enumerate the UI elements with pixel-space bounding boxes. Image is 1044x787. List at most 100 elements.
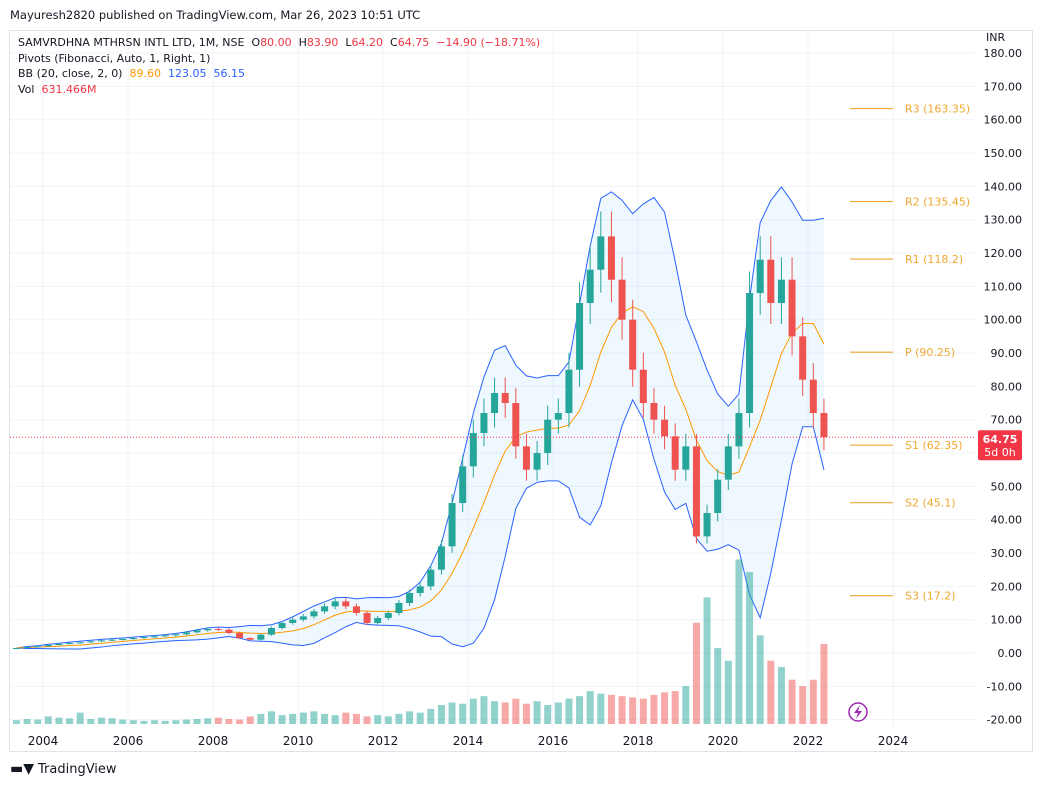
candle — [756, 259, 764, 294]
candle — [87, 641, 95, 643]
x-tick-label: 2016 — [538, 734, 569, 748]
candle — [565, 369, 573, 414]
candle — [140, 637, 148, 639]
x-tick-label: 2010 — [283, 734, 314, 748]
o-label: O — [251, 36, 261, 49]
volume-bar — [788, 679, 796, 724]
volume-bar — [246, 716, 254, 724]
y-tick-label: 70.00 — [991, 414, 1023, 427]
candle — [55, 644, 63, 646]
y-tick-label: 170.00 — [984, 80, 1023, 93]
chart-frame — [9, 30, 1033, 752]
volume-bar — [512, 698, 520, 724]
candle — [799, 336, 807, 380]
volume-bar — [34, 719, 42, 724]
bb-lower-value: 56.15 — [213, 67, 245, 80]
candle — [246, 638, 254, 640]
y-tick-label: 180.00 — [984, 47, 1023, 60]
volume-bar — [151, 720, 159, 724]
volume-bar — [448, 702, 456, 724]
brand-name: TradingView — [38, 761, 117, 777]
volume-bar — [565, 698, 573, 724]
candle — [820, 413, 828, 438]
candle — [533, 453, 541, 470]
legend: SAMVRDHNA MTHRSN INTL LTD, 1M, NSE O80.0… — [18, 35, 540, 97]
candle — [629, 319, 637, 370]
bb-upper-line — [16, 186, 825, 649]
candle — [363, 613, 371, 624]
volume-bar — [87, 718, 95, 724]
candle — [108, 639, 116, 641]
volume-bar — [331, 715, 339, 724]
volume-bar — [692, 622, 700, 724]
volume-bar — [23, 718, 31, 724]
candle — [161, 635, 169, 637]
volume-bar — [214, 717, 222, 724]
last-price-value: 64.75 — [983, 433, 1018, 446]
bb-legend[interactable]: BB (20, close, 2, 0) 89.60 123.05 56.15 — [18, 66, 540, 82]
candle — [66, 643, 74, 645]
candle — [767, 259, 775, 304]
bar-countdown: 5d 0h — [984, 446, 1015, 459]
volume-bar — [129, 720, 137, 724]
l-label: L — [345, 36, 352, 49]
y-tick-label: 40.00 — [991, 514, 1023, 527]
c-label: C — [390, 36, 398, 49]
volume-bar — [161, 720, 169, 724]
candle — [427, 569, 435, 587]
candle — [321, 606, 329, 612]
candle — [777, 279, 785, 304]
candle — [23, 647, 31, 649]
candle — [501, 393, 509, 404]
volume-bar — [225, 718, 233, 724]
pivots-legend[interactable]: Pivots (Fibonacci, Auto, 1, Right, 1) — [18, 51, 211, 65]
volume-bar — [491, 701, 499, 724]
currency-label: INR — [986, 31, 1006, 44]
volume-bar — [278, 715, 286, 724]
vol-value: 631.466M — [41, 82, 97, 96]
volume-bar — [427, 708, 435, 724]
y-tick-label: 50.00 — [991, 480, 1023, 493]
volume-bar — [384, 716, 392, 724]
tradingview-logo-icon: ▬▼ — [10, 761, 34, 777]
x-tick-label: 2008 — [198, 734, 229, 748]
y-tick-label: 20.00 — [991, 580, 1023, 593]
open-value: 80.00 — [260, 36, 292, 49]
volume-bar — [544, 705, 552, 724]
candle — [459, 466, 467, 504]
x-tick-label: 2006 — [113, 734, 144, 748]
candle — [703, 513, 711, 537]
volume-bar — [586, 691, 594, 724]
candle — [512, 403, 520, 447]
volume-bar — [703, 597, 711, 724]
x-tick-label: 2012 — [368, 734, 399, 748]
y-tick-label: 160.00 — [984, 114, 1023, 127]
volume-bar — [639, 698, 647, 724]
high-value: 83.90 — [306, 36, 339, 49]
y-tick-label: 120.00 — [984, 247, 1023, 260]
tradingview-logo[interactable]: ▬▼ TradingView — [10, 761, 117, 777]
pivot-label: P (90.25) — [905, 346, 955, 359]
symbol-name[interactable]: SAMVRDHNA MTHRSN INTL LTD, 1M, NSE — [18, 36, 245, 49]
volume-bar — [310, 711, 318, 724]
volume-bar — [108, 718, 116, 724]
volume-bar — [140, 720, 148, 724]
volume-bar — [533, 701, 541, 724]
candle — [278, 623, 286, 629]
volume-bar — [724, 660, 732, 724]
candle — [406, 593, 414, 604]
candle — [554, 413, 562, 420]
volume-bar — [257, 713, 265, 724]
volume-bar — [395, 713, 403, 724]
candle — [650, 403, 658, 420]
candle — [236, 633, 244, 639]
candle — [671, 436, 679, 470]
candle — [809, 379, 817, 414]
candle — [289, 619, 297, 624]
pivot-label: S1 (62.35) — [905, 439, 963, 452]
volume-bar — [299, 712, 307, 724]
vol-legend[interactable]: Vol 631.466M — [18, 82, 540, 98]
candle — [639, 369, 647, 404]
